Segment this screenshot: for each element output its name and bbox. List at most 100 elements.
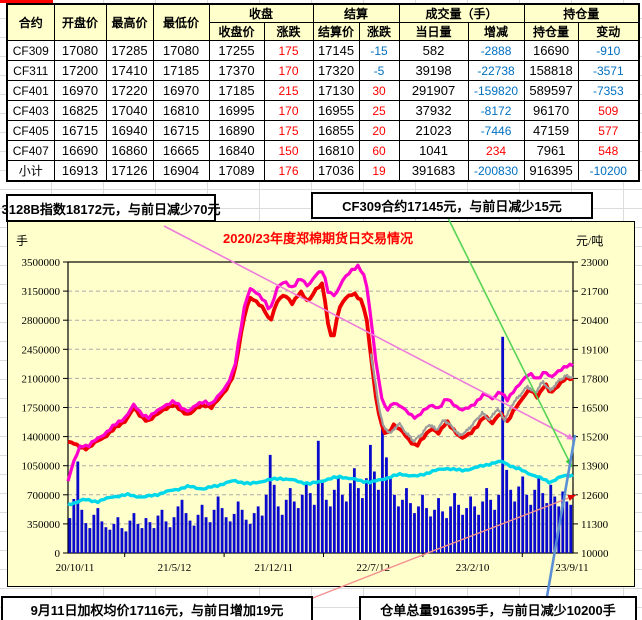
value-cell: 16913 (53, 160, 107, 182)
value-cell: 170 (263, 100, 314, 121)
value-cell: 17200 (53, 60, 107, 81)
value-cell: 16715 (152, 120, 210, 141)
futures-table: 合约 开盘价 最高价 最低价 收盘 结算 成交量（手） 持仓量 收盘价 涨跌 结… (6, 3, 641, 182)
value-cell: 234 (467, 140, 525, 161)
value-cell: 16995 (208, 100, 265, 121)
value-cell: 21023 (398, 120, 469, 141)
value-cell: 17220 (105, 80, 154, 101)
col-header-volume-chg: 增减 (467, 22, 525, 41)
right-axis-unit: 元/吨 (576, 234, 604, 248)
group-header-volume: 成交量（手） (398, 3, 525, 23)
value-cell: -7353 (577, 80, 640, 101)
value-cell: 17089 (208, 160, 265, 182)
value-cell: 16855 (312, 120, 360, 141)
value-cell: 17040 (105, 100, 154, 121)
table-row: CF309 17080 17285 17080 17255 175 17145 -15 582-… (6, 40, 640, 61)
value-cell: 16970 (53, 80, 107, 101)
value-cell: 17320 (312, 60, 360, 81)
value-cell: -3571 (577, 60, 640, 81)
contract-cell: CF403 (6, 100, 55, 121)
value-cell: 16840 (208, 140, 265, 161)
group-header-close: 收盘 (208, 3, 314, 23)
contract-cell: CF401 (6, 80, 55, 101)
value-cell: 176 (263, 160, 314, 182)
contract-cell: 小计 (6, 160, 55, 182)
value-cell: 17130 (312, 80, 360, 101)
value-cell: 391683 (398, 160, 469, 182)
chart-title: 2020/23年度郑棉期货日交易情况 (223, 231, 413, 246)
value-cell: -910 (577, 40, 640, 61)
value-cell: 17145 (312, 40, 360, 61)
value-cell: 17126 (105, 160, 154, 182)
table-row: CF311 17200 17410 17185 17370 170 17320 -5 39198… (6, 60, 640, 81)
contract-cell: CF311 (6, 60, 55, 81)
value-cell: 16890 (208, 120, 265, 141)
value-cell: 20 (358, 120, 400, 141)
value-cell: 16810 (312, 140, 360, 161)
value-cell: 17410 (105, 60, 154, 81)
value-cell: 916395 (523, 160, 579, 182)
value-cell: 16810 (152, 100, 210, 121)
value-cell: 158818 (523, 60, 579, 81)
value-cell: 17370 (208, 60, 265, 81)
warehouse-receipt-summary-box: 仓单总量916395手，与前日减少10200手 (359, 596, 637, 620)
value-cell: 170 (263, 60, 314, 81)
value-cell: 291907 (398, 80, 469, 101)
value-cell: 17185 (208, 80, 265, 101)
value-cell: 7961 (523, 140, 579, 161)
value-cell: 19 (358, 160, 400, 182)
contract-cell: CF309 (6, 40, 55, 61)
value-cell: 16715 (53, 120, 107, 141)
value-cell: 16860 (105, 140, 154, 161)
value-cell: 16665 (152, 140, 210, 161)
value-cell: 1041 (398, 140, 469, 161)
value-cell: 16940 (105, 120, 154, 141)
col-header-open: 开盘价 (53, 3, 107, 41)
col-header-settle-chg: 涨跌 (358, 22, 400, 41)
value-cell: 215 (263, 80, 314, 101)
value-cell: -159820 (467, 80, 525, 101)
col-header-day-volume: 当日量 (398, 22, 469, 41)
table-row: CF403 16825 17040 16810 16995 170 16955 25 37932… (6, 100, 640, 121)
value-cell: 509 (577, 100, 640, 121)
value-cell: 17080 (53, 40, 107, 61)
table-row: CF405 16715 16940 16715 16890 175 16855 20 21023… (6, 120, 640, 141)
value-cell: 39198 (398, 60, 469, 81)
value-cell: 17255 (208, 40, 265, 61)
table-row: 小计 16913 17126 16904 17089 176 17036 19 391683 -2… (6, 160, 640, 182)
value-cell: 16825 (53, 100, 107, 121)
value-cell: 16970 (152, 80, 210, 101)
value-cell: 16955 (312, 100, 360, 121)
value-cell: 60 (358, 140, 400, 161)
left-axis-unit: 手 (16, 234, 29, 248)
group-header-settle: 结算 (312, 3, 400, 23)
group-header-oi: 持仓量 (523, 3, 640, 23)
value-cell: 16690 (523, 40, 579, 61)
contract-cell: CF405 (6, 120, 55, 141)
col-header-contract: 合约 (6, 3, 55, 41)
value-cell: 589597 (523, 80, 579, 101)
value-cell: 47159 (523, 120, 579, 141)
value-cell: 37932 (398, 100, 469, 121)
col-header-high: 最高价 (105, 3, 154, 41)
value-cell: 175 (263, 40, 314, 61)
value-cell: -22738 (467, 60, 525, 81)
value-cell: 17036 (312, 160, 360, 182)
chart-block: 2020/23年度郑棉期货日交易情况 手 元/吨 (7, 221, 635, 587)
value-cell: -200830 (467, 160, 525, 182)
index-summary-box: 3128B指数18172元，与前日减少70元 (2, 194, 220, 222)
col-header-open-interest: 持仓量 (523, 22, 579, 41)
value-cell: -2888 (467, 40, 525, 61)
value-cell: 96170 (523, 100, 579, 121)
value-cell: 17080 (152, 40, 210, 61)
table-row: CF401 16970 17220 16970 17185 215 17130 30 29190… (6, 80, 640, 101)
col-header-oi-chg: 变动 (577, 22, 640, 41)
value-cell: 25 (358, 100, 400, 121)
value-cell: -7446 (467, 120, 525, 141)
col-header-low: 最低价 (152, 3, 210, 41)
table-row: CF407 16690 16860 16665 16840 150 16810 60 1041 2… (6, 140, 640, 161)
value-cell: 17285 (105, 40, 154, 61)
cf309-summary-box: CF309合约17145元，与前日减少15元 (311, 192, 593, 219)
value-cell: 150 (263, 140, 314, 161)
